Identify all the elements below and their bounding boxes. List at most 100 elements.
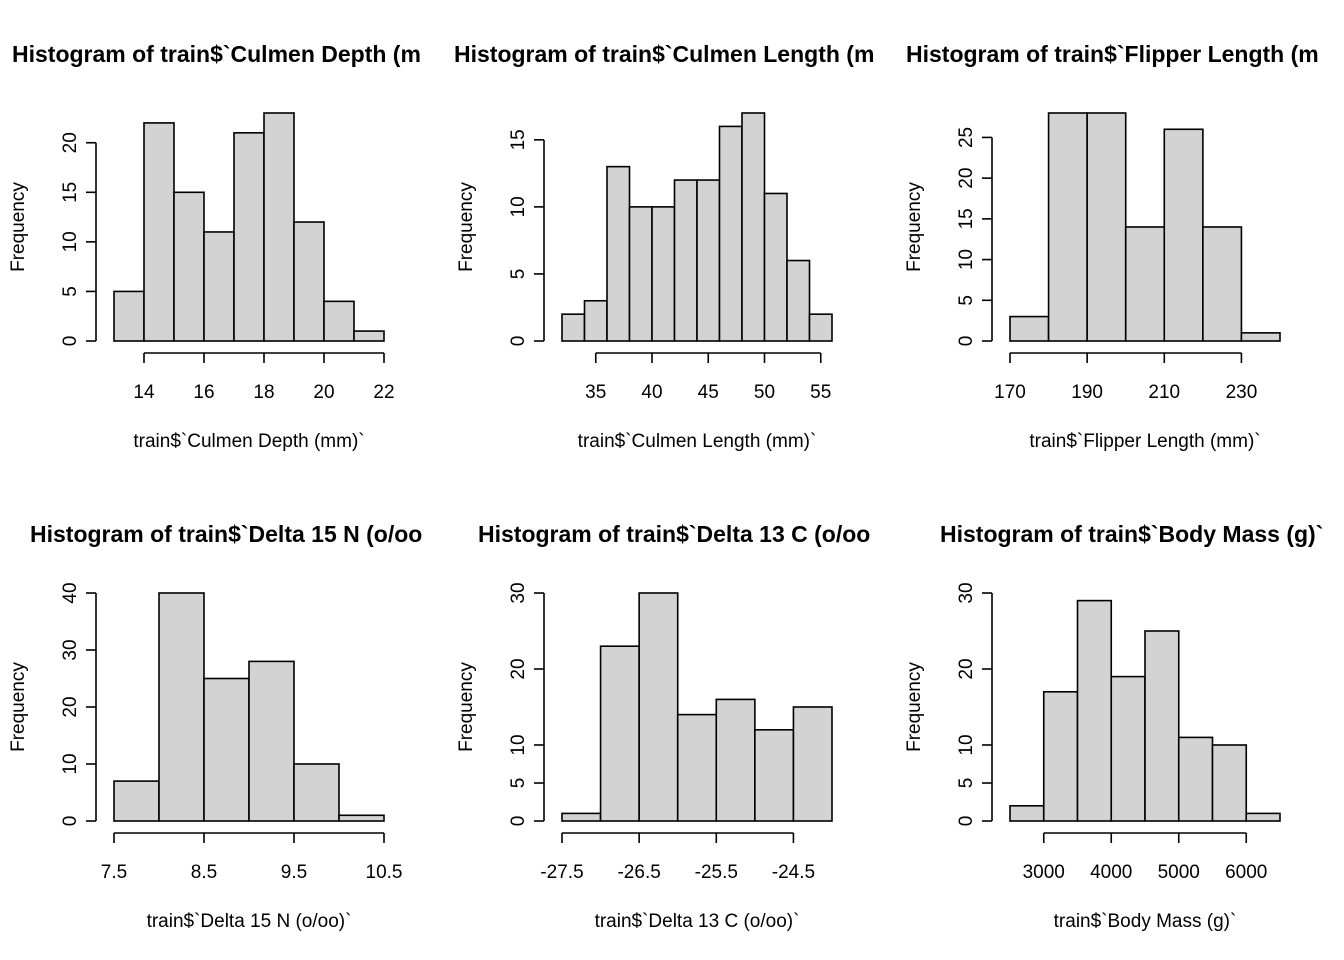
histogram-bar (248, 660, 295, 822)
x-tick-label: 9.5 (281, 862, 307, 883)
y-tick-label: 0 (956, 336, 977, 347)
y-tick-label: 5 (60, 286, 81, 297)
y-tick-label: 0 (956, 816, 977, 827)
x-tick-label: 8.5 (191, 862, 217, 883)
x-tick-label: 7.5 (101, 862, 127, 883)
histogram-panel-6: Histogram of train$`Body Mass (g)` 3000 40… (904, 521, 1323, 932)
histogram-bar (741, 112, 766, 342)
x-axis-label: train$`Culmen Length (mm)` (578, 431, 817, 452)
y-tick-label: 15 (956, 208, 977, 229)
panel-title: Histogram of train$`Culmen Depth (m (12, 41, 421, 67)
panel-title: Histogram of train$`Culmen Length (m (454, 41, 874, 67)
x-tick-label: 18 (253, 382, 274, 403)
y-tick-label: 5 (956, 295, 977, 306)
histogram-bar (1144, 630, 1180, 822)
y-tick-label: 30 (60, 639, 81, 660)
y-tick-label: 10 (956, 249, 977, 270)
y-tick-label: 5 (956, 778, 977, 789)
x-tick-label: -24.5 (772, 862, 815, 883)
histogram-bar (1177, 736, 1214, 822)
y-tick-label: 40 (60, 582, 81, 603)
y-tick-label: 10 (508, 734, 529, 755)
y-tick-label: 10 (60, 231, 81, 252)
histogram-bar (158, 592, 205, 822)
histogram-panel-3: Histogram of train$`Flipper Length (m 170… (904, 41, 1319, 452)
x-axis-label: train$`Delta 13 C (o/oo)` (595, 911, 800, 932)
panel-title: Histogram of train$`Body Mass (g)` (940, 521, 1323, 547)
y-tick-label: 20 (508, 658, 529, 679)
histogram-bar (715, 698, 756, 822)
y-axis-label: Frequency (8, 182, 29, 272)
histogram-bar (1110, 675, 1146, 822)
histogram-bar (606, 165, 631, 342)
y-tick-label: 30 (956, 582, 977, 603)
histogram-bar (113, 780, 160, 822)
histogram-bar (754, 728, 795, 822)
histogram-bar (1240, 332, 1281, 342)
histogram-bar (1086, 112, 1127, 342)
histogram-bar (1042, 690, 1079, 822)
histogram-bar (203, 231, 235, 342)
histogram-bar (173, 191, 205, 342)
x-tick-label: 5000 (1158, 862, 1200, 883)
histogram-bar (561, 313, 586, 342)
histogram-bar (1076, 599, 1113, 822)
y-axis-label: Frequency (456, 182, 477, 272)
histogram-bar (293, 763, 340, 822)
x-tick-label: 230 (1226, 382, 1258, 403)
x-tick-label: 3000 (1023, 862, 1065, 883)
y-tick-label: 5 (508, 778, 529, 789)
x-tick-label: 45 (698, 382, 719, 403)
y-tick-label: 25 (956, 127, 977, 148)
y-tick-label: 0 (508, 816, 529, 827)
x-axis-label: train$`Culmen Depth (mm)` (133, 431, 364, 452)
y-axis-label: Frequency (904, 182, 925, 272)
y-axis-label: Frequency (456, 662, 477, 752)
histogram-bar (1245, 812, 1281, 822)
histogram-bar (561, 812, 602, 822)
x-tick-label: -26.5 (617, 862, 660, 883)
histogram-bar (638, 592, 679, 822)
x-tick-label: 190 (1071, 382, 1103, 403)
y-tick-label: 20 (60, 132, 81, 153)
histogram-bar (1009, 315, 1050, 342)
histogram-bar (808, 313, 833, 342)
x-axis-label: train$`Delta 15 N (o/oo)` (147, 911, 352, 932)
y-tick-label: 5 (508, 269, 529, 280)
histogram-bar (1163, 128, 1204, 342)
histogram-panel-2: Histogram of train$`Culmen Length (m 35 40… (454, 41, 874, 452)
y-tick-label: 20 (956, 168, 977, 189)
x-tick-label: 40 (641, 382, 662, 403)
panel-title: Histogram of train$`Delta 13 C (o/oo (478, 521, 870, 547)
x-axis-label: train$`Flipper Length (mm)` (1029, 431, 1260, 452)
y-tick-label: 15 (508, 129, 529, 150)
panel-title: Histogram of train$`Delta 15 N (o/oo (30, 521, 422, 547)
y-tick-label: 10 (508, 196, 529, 217)
y-tick-label: 0 (60, 816, 81, 827)
histogram-bar (143, 122, 175, 342)
panel-title: Histogram of train$`Flipper Length (m (906, 41, 1319, 67)
x-tick-label: 16 (193, 382, 214, 403)
histogram-bar (233, 132, 265, 342)
y-tick-label: 10 (956, 734, 977, 755)
y-tick-label: 20 (956, 658, 977, 679)
histogram-bar (1211, 744, 1248, 822)
y-tick-label: 10 (60, 753, 81, 774)
y-tick-label: 0 (60, 336, 81, 347)
x-tick-label: 14 (133, 382, 155, 403)
x-tick-label: 4000 (1090, 862, 1132, 883)
histogram-bar (1009, 804, 1045, 822)
histogram-bar (599, 645, 640, 822)
histogram-bar (651, 206, 676, 342)
x-axis-label: train$`Body Mass (g)` (1054, 911, 1237, 932)
histogram-bar (113, 290, 145, 342)
y-tick-label: 0 (508, 336, 529, 347)
y-tick-label: 15 (60, 182, 81, 203)
histogram-bar (583, 299, 608, 342)
x-tick-label: 55 (810, 382, 831, 403)
y-axis-label: Frequency (8, 662, 29, 752)
x-tick-label: -27.5 (540, 862, 583, 883)
histogram-bar (353, 330, 385, 342)
histogram-bar (786, 259, 811, 342)
